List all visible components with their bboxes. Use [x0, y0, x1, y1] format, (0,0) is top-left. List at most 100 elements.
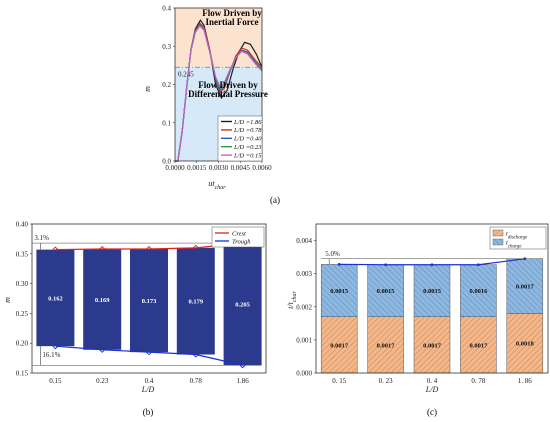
discharge-value-label: 0.0017 [377, 342, 396, 349]
annotation-trough-pct: 16.1% [42, 351, 60, 359]
y-tick-label: 0.000 [296, 370, 312, 378]
discharge-value-label: 0.0017 [330, 342, 349, 349]
x-tick-label: 0.0060 [252, 164, 272, 172]
region-upper-label-2: Inertial Force [205, 17, 258, 27]
x-tick-label: 0.78 [190, 377, 203, 385]
range-bar [176, 247, 215, 355]
y-tick-label: 0.3 [162, 43, 171, 51]
legend-entry: L/D =0.40 [233, 136, 262, 143]
crest-marker [192, 244, 199, 249]
series-lines [175, 19, 263, 162]
panel-label-c: (c) [427, 407, 437, 417]
x-tick-label: 0. 78 [471, 377, 486, 385]
bar-value-label: 0.173 [142, 298, 157, 305]
x-axis-label-b: L/D [141, 385, 155, 394]
legend-entry-crest: Crest [232, 231, 246, 238]
discharge-value-label: 0.0017 [469, 342, 488, 349]
legend-panel-a: L/D =1.86L/D =0.78 L/D =0.40L/D =0.23L/D … [217, 115, 262, 162]
legend-swatch-discharge [492, 229, 504, 237]
legend-entry: L/D =0.78 [233, 127, 262, 134]
plot-frame-b [31, 223, 267, 374]
region-upper-label-1: Flow Driven by [202, 8, 262, 18]
series-line-4 [175, 25, 263, 162]
charge-bar [413, 264, 451, 317]
discharge-bar [413, 316, 451, 374]
x-axis-label-a: utchar [208, 179, 226, 191]
range-bar [83, 249, 122, 350]
range-bar [36, 249, 75, 347]
bar-chart-panel-b: 0.162 0.169 0.173 0.179 0.205 0.15 0.23 0.4 0.7… [3, 221, 267, 417]
plot-frame-c [315, 223, 549, 374]
total-marker [477, 263, 480, 267]
y-tick-label: 0.2 [162, 81, 171, 89]
crest-marker [52, 246, 59, 250]
stacked-bars: 0.0017 0.0015 0.0017 0.0015 0.0017 0.0015 0.00… [320, 258, 544, 374]
legend-subscript: charge [508, 244, 522, 249]
y-axis-label-a: m [143, 86, 152, 92]
x-tick-label: 0.4 [145, 377, 154, 385]
annotation-total-pct: 5.0% [325, 250, 340, 258]
region-lower-label-2: Differential Pressure [188, 89, 268, 99]
annotation-crest-pct: 3.1% [34, 234, 49, 242]
line-chart-panel-a: 0.245 0.0000 0.0015 0.0030 0.0045 0.0060 0.0… [143, 5, 280, 206]
y-tick-label: 0.15 [16, 370, 29, 378]
panel-label-a: (a) [270, 195, 280, 205]
crest-line [55, 242, 243, 251]
x-tick-label: 0.23 [96, 377, 109, 385]
y-tick-label: 0.004 [296, 237, 312, 245]
x-tick-labels-c: 0. 15 0. 23 0. 4 0. 78 1. 86 [332, 377, 532, 385]
legend-entry-discharge: tdischarge [506, 231, 528, 241]
x-tick-label: 0.0015 [187, 164, 207, 172]
x-tick-label: 0.0045 [231, 164, 251, 172]
total-marker [337, 262, 341, 266]
crest-trough-lines [52, 239, 246, 369]
y-axis-label-b: m [3, 297, 12, 303]
range-bar [223, 243, 262, 366]
discharge-value-label: 0.0018 [516, 341, 535, 348]
trough-marker [192, 354, 199, 358]
charge-bar [460, 264, 497, 317]
x-tick-label: 0.15 [49, 377, 62, 385]
y-tick-labels-c: 0.000 0.001 0.002 0.003 0.004 [296, 237, 316, 378]
x-tick-label: 0.0030 [209, 164, 229, 172]
x-tick-label: 0. 15 [332, 377, 347, 385]
trough-marker [146, 351, 152, 356]
discharge-value-label: 0.0017 [423, 342, 442, 349]
trough-marker [239, 364, 246, 369]
discharge-bar [506, 313, 544, 374]
bar-chart-panel-c: 0.0017 0.0015 0.0017 0.0015 0.0017 0.0015 0.00… [286, 223, 549, 417]
charge-value-label: 0.0017 [516, 284, 535, 291]
trough-line [55, 345, 243, 366]
total-line [337, 257, 527, 267]
bar-value-label: 0.162 [48, 295, 63, 302]
trough-marker [99, 349, 106, 353]
legend-entry-trough: Trough [232, 239, 251, 246]
crest-marker [146, 245, 152, 250]
bar-value-label: 0.169 [95, 297, 110, 304]
x-tick-label: 1.86 [236, 377, 249, 385]
charge-value-label: 0.0015 [377, 288, 396, 295]
x-tick-label: 0. 4 [427, 377, 438, 385]
x-tick-labels-b: 0.15 0.23 0.4 0.78 1.86 [49, 377, 249, 385]
region-lower-label-1: Flow Driven by [198, 80, 258, 90]
legend-box [211, 226, 265, 248]
bar-value-label: 0.205 [235, 302, 250, 309]
y-tick-labels: 0.0 0.1 0.2 0.3 0.4 [162, 5, 175, 166]
legend-swatch-charge [492, 238, 504, 246]
x-tick-label: 0. 23 [379, 377, 394, 385]
total-marker [430, 263, 434, 267]
range-bars: 0.162 0.169 0.173 0.179 0.205 [36, 243, 262, 366]
threshold-label: 0.245 [178, 70, 194, 78]
y-tick-label: 0.1 [162, 119, 171, 127]
charge-bar [506, 258, 544, 314]
y-tick-label: 0.25 [16, 310, 29, 318]
legend-entry-charge: tcharge [506, 240, 522, 250]
x-tick-label: 0.0000 [165, 164, 185, 172]
y-tick-label: 0.4 [162, 5, 171, 13]
y-tick-labels-b: 0.15 0.20 0.25 0.30 0.35 0.40 [16, 221, 32, 378]
x-tick-label: 1. 86 [518, 377, 533, 385]
y-tick-label: 0.30 [16, 280, 29, 288]
trough-marker [52, 345, 59, 350]
